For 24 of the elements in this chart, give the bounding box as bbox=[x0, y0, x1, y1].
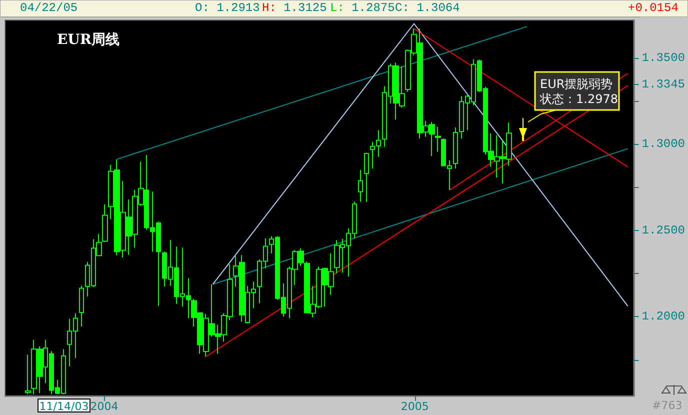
candlestick bbox=[364, 152, 369, 202]
text: EUR周线 bbox=[57, 32, 120, 48]
text: O: 1.2913 bbox=[195, 1, 260, 15]
annotation: EUR摆脱弱势 bbox=[540, 77, 613, 91]
y-tick-label: 1.3345 bbox=[642, 78, 686, 92]
text: 11/14/03 bbox=[39, 400, 89, 413]
candlestick bbox=[358, 170, 363, 202]
text: H: 1.3125 bbox=[262, 1, 327, 15]
candlestick bbox=[102, 204, 108, 242]
y-tick-label: 1.2500 bbox=[642, 223, 686, 238]
text: C: 1.3064 bbox=[395, 1, 460, 15]
text: +0.0154 bbox=[628, 1, 678, 15]
text: 04/22/05 bbox=[20, 1, 78, 15]
text: #763 bbox=[652, 399, 682, 412]
x-tick-label: 2005 bbox=[400, 400, 429, 413]
y-tick-label: 1.3500 bbox=[642, 50, 686, 65]
text: L: 1.2875 bbox=[330, 1, 395, 15]
candlestick bbox=[79, 285, 84, 327]
annotation: 状态：1.2978 bbox=[539, 92, 618, 106]
candlestick bbox=[435, 126, 441, 152]
x-tick-label: 2004 bbox=[90, 400, 118, 413]
y-tick-label: 1.3000 bbox=[642, 137, 686, 152]
candlestick bbox=[453, 126, 458, 170]
y-tick-label: 1.2000 bbox=[642, 310, 686, 324]
